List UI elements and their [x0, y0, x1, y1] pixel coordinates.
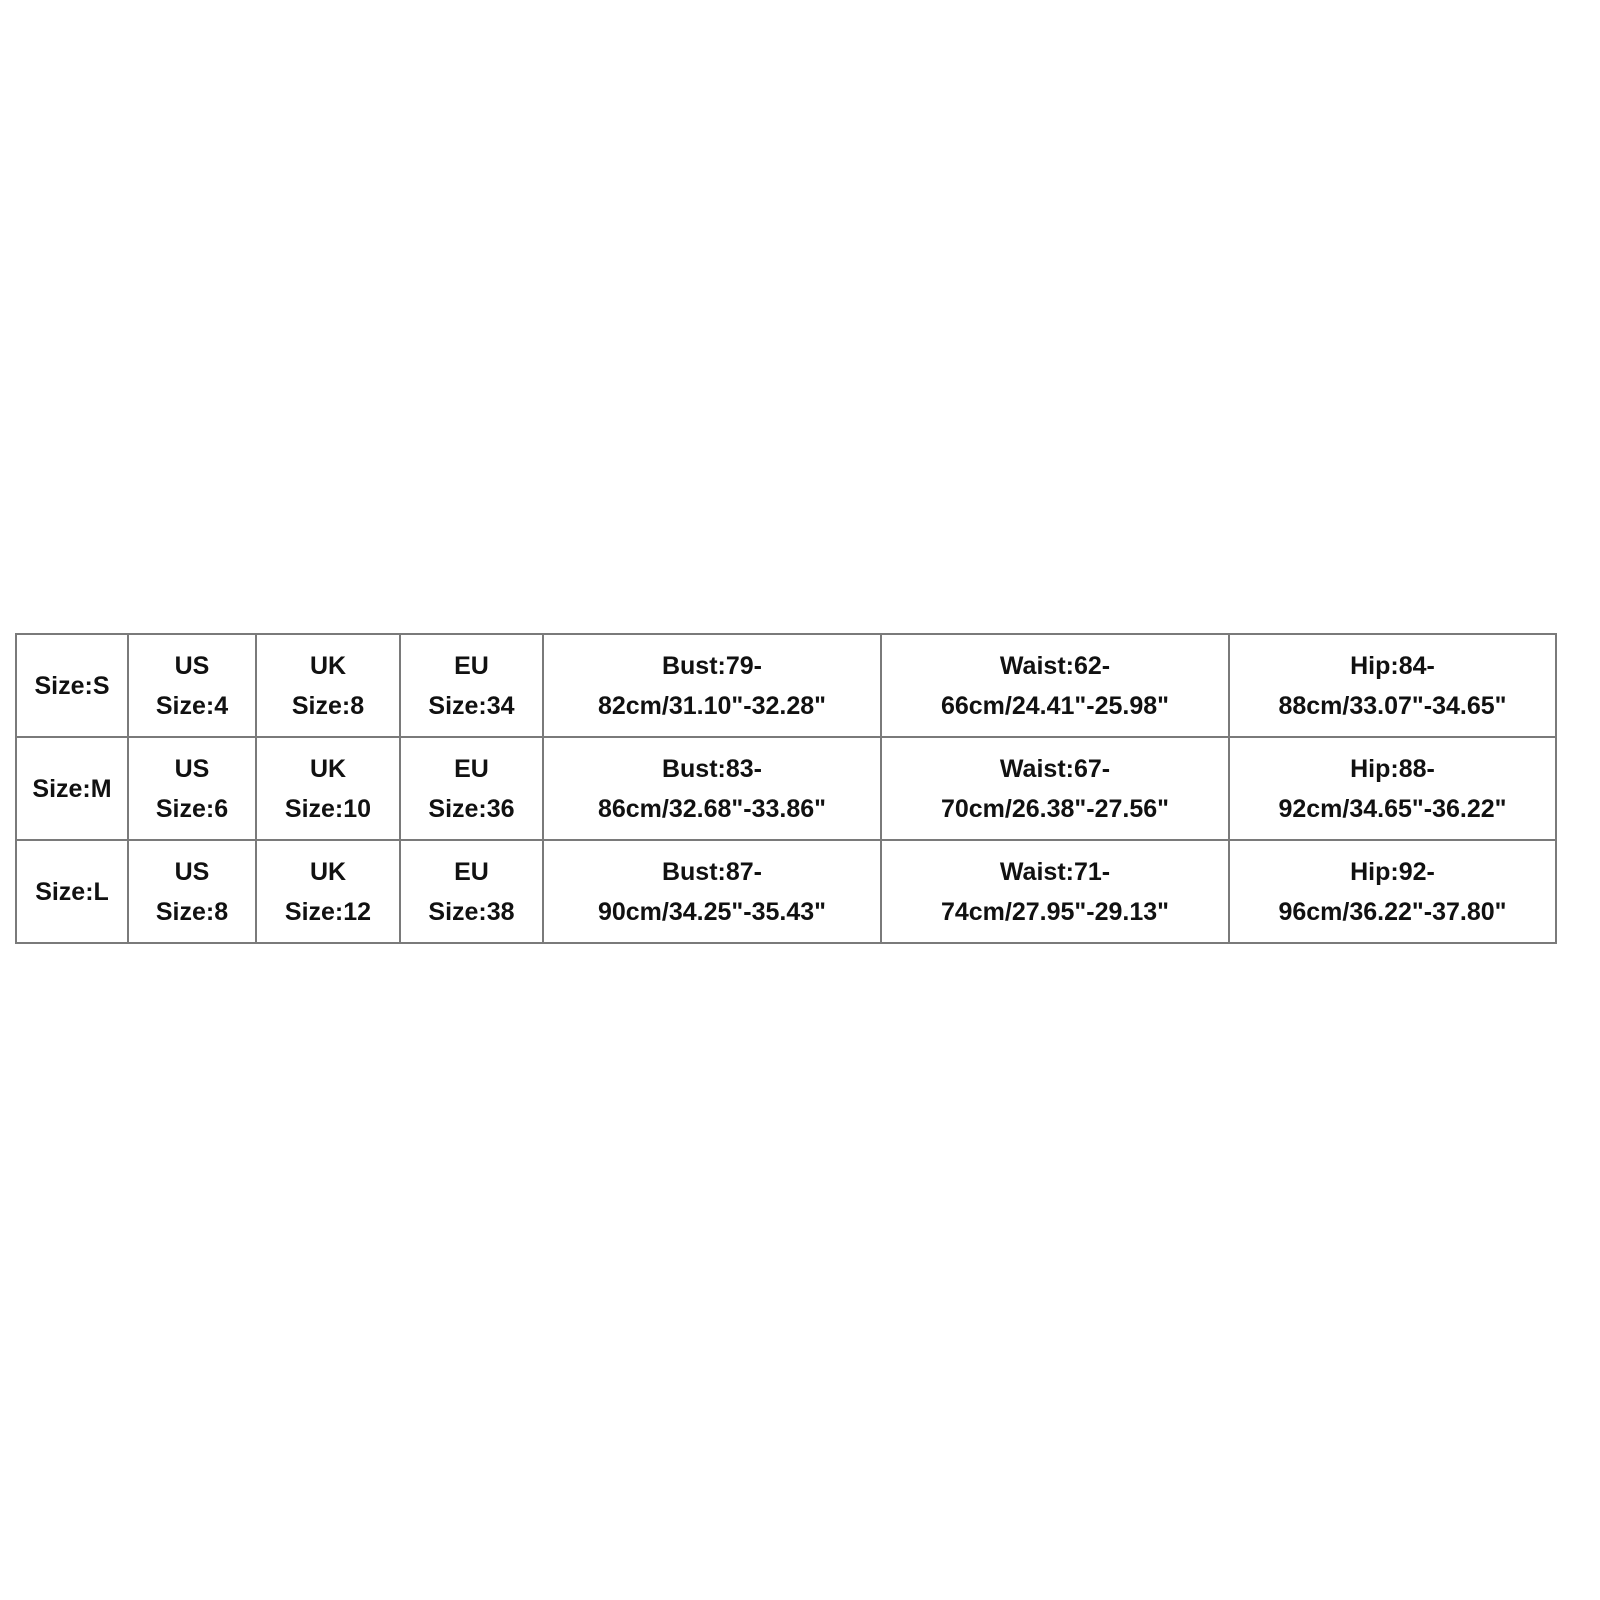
waist-label: Waist:62- — [999, 651, 1111, 680]
bust-label: Bust:79- — [661, 651, 762, 680]
table-row: Size:M US Size:6 UK Size:10 EU Size:36 Bust:83-… — [15, 736, 1557, 841]
size-label-cell: Size:M — [15, 736, 129, 841]
us-size-label: US — [174, 857, 210, 886]
hip-cell: Hip:88- 92cm/34.65"-36.22" — [1228, 736, 1557, 841]
uk-size-label: UK — [309, 754, 347, 783]
uk-size-value: Size:12 — [284, 897, 372, 926]
table-row: Size:S US Size:4 UK Size:8 EU Size:34 Bust:79- 8… — [15, 633, 1557, 738]
eu-size-value: Size:34 — [428, 691, 515, 720]
us-size-cell: US Size:6 — [127, 736, 257, 841]
bust-cell: Bust:83- 86cm/32.68"-33.86" — [542, 736, 882, 841]
size-label-cell: Size:L — [15, 839, 129, 944]
bust-cell: Bust:87- 90cm/34.25"-35.43" — [542, 839, 882, 944]
us-size-value: Size:8 — [155, 897, 229, 926]
us-size-value: Size:4 — [155, 691, 229, 720]
table-row: Size:L US Size:8 UK Size:12 EU Size:38 Bust:87-… — [15, 839, 1557, 944]
eu-size-label: EU — [454, 651, 489, 680]
uk-size-label: UK — [309, 651, 347, 680]
hip-label: Hip:88- — [1350, 754, 1435, 783]
waist-label: Waist:71- — [999, 857, 1111, 886]
waist-cell: Waist:67- 70cm/26.38"-27.56" — [880, 736, 1230, 841]
bust-label: Bust:83- — [661, 754, 762, 783]
us-size-cell: US Size:8 — [127, 839, 257, 944]
waist-cell: Waist:62- 66cm/24.41"-25.98" — [880, 633, 1230, 738]
us-size-cell: US Size:4 — [127, 633, 257, 738]
uk-size-value: Size:8 — [291, 691, 365, 720]
bust-cell: Bust:79- 82cm/31.10"-32.28" — [542, 633, 882, 738]
uk-size-cell: UK Size:12 — [255, 839, 401, 944]
eu-size-cell: EU Size:38 — [399, 839, 544, 944]
hip-cell: Hip:92- 96cm/36.22"-37.80" — [1228, 839, 1557, 944]
uk-size-cell: UK Size:8 — [255, 633, 401, 738]
uk-size-value: Size:10 — [284, 794, 372, 823]
hip-value: 92cm/34.65"-36.22" — [1278, 794, 1507, 823]
us-size-label: US — [174, 754, 210, 783]
us-size-value: Size:6 — [155, 794, 229, 823]
eu-size-value: Size:36 — [428, 794, 515, 823]
bust-label: Bust:87- — [661, 857, 762, 886]
bust-value: 90cm/34.25"-35.43" — [597, 897, 827, 926]
size-label-cell: Size:S — [15, 633, 129, 738]
waist-cell: Waist:71- 74cm/27.95"-29.13" — [880, 839, 1230, 944]
bust-value: 82cm/31.10"-32.28" — [597, 691, 827, 720]
bust-value: 86cm/32.68"-33.86" — [597, 794, 827, 823]
waist-value: 70cm/26.38"-27.56" — [940, 794, 1170, 823]
hip-label: Hip:84- — [1350, 651, 1435, 680]
hip-cell: Hip:84- 88cm/33.07"-34.65" — [1228, 633, 1557, 738]
waist-value: 74cm/27.95"-29.13" — [940, 897, 1170, 926]
eu-size-label: EU — [454, 754, 489, 783]
hip-value: 88cm/33.07"-34.65" — [1278, 691, 1507, 720]
waist-value: 66cm/24.41"-25.98" — [940, 691, 1170, 720]
eu-size-cell: EU Size:36 — [399, 736, 544, 841]
eu-size-label: EU — [454, 857, 489, 886]
hip-value: 96cm/36.22"-37.80" — [1278, 897, 1507, 926]
eu-size-value: Size:38 — [428, 897, 515, 926]
us-size-label: US — [174, 651, 210, 680]
size-chart-table: Size:S US Size:4 UK Size:8 EU Size:34 Bust:79- 8… — [15, 633, 1557, 944]
waist-label: Waist:67- — [999, 754, 1111, 783]
uk-size-cell: UK Size:10 — [255, 736, 401, 841]
eu-size-cell: EU Size:34 — [399, 633, 544, 738]
hip-label: Hip:92- — [1350, 857, 1435, 886]
uk-size-label: UK — [309, 857, 347, 886]
